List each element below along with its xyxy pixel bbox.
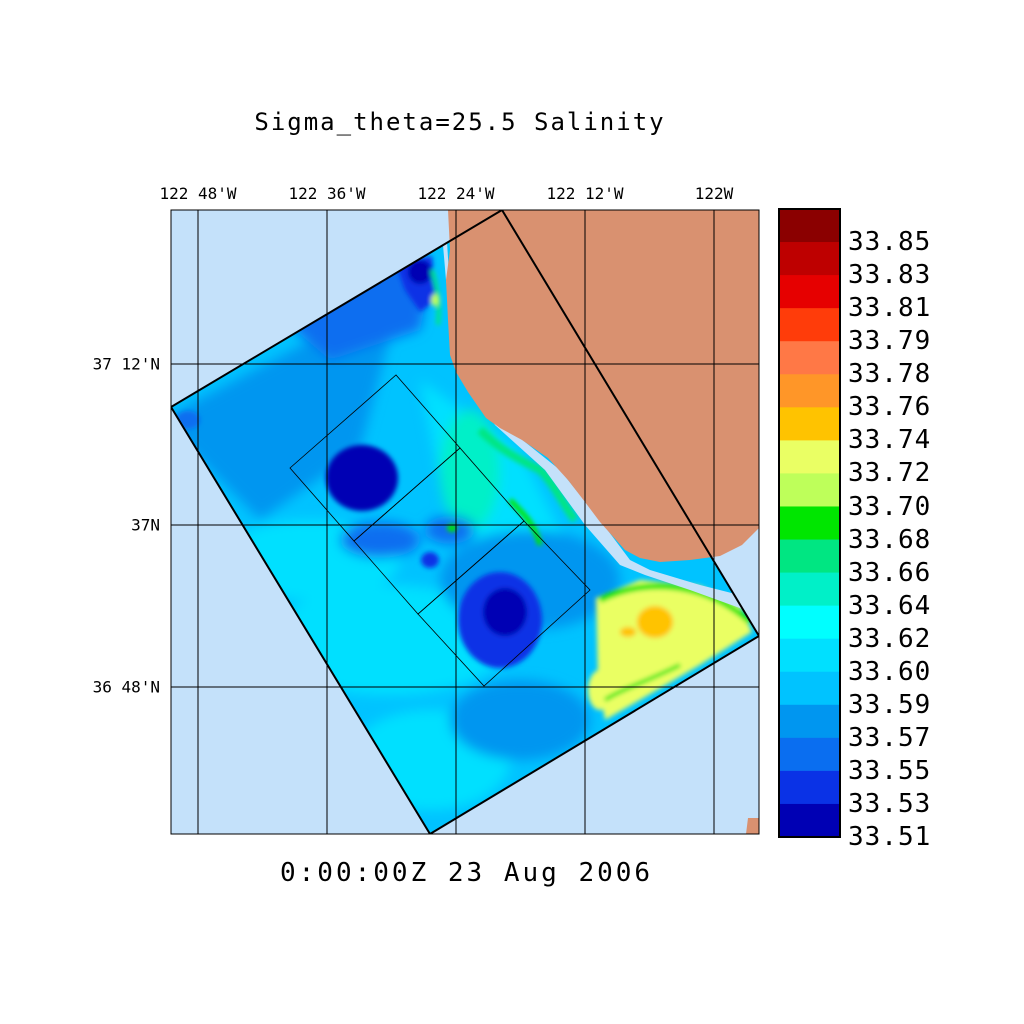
colorbar-swatch	[779, 407, 840, 441]
colorbar-label: 33.59	[848, 689, 932, 720]
colorbar-swatch	[779, 374, 840, 408]
colorbar-swatch	[779, 506, 840, 541]
lon-label-122-24w: 122 24'W	[417, 184, 495, 203]
lon-label-122-12w: 122 12'W	[546, 184, 624, 203]
lat-label-37n: 37N	[131, 515, 160, 535]
domain-outline	[171, 210, 759, 834]
colorbar-swatch	[779, 638, 840, 673]
colorbar-label: 33.70	[848, 491, 932, 522]
colorbar-swatch	[779, 539, 840, 574]
land-islet	[746, 818, 759, 834]
lat-label-37-12n: 37 12'N	[92, 354, 160, 374]
colorbar-swatch	[779, 341, 840, 375]
colorbar-label: 33.83	[848, 260, 932, 291]
map-frame	[170, 209, 760, 835]
colorbar-swatch	[779, 473, 840, 508]
map-timestamp: 0:00:00Z 23 Aug 2006	[280, 858, 654, 888]
colorbar-label: 33.85	[848, 227, 932, 258]
colorbar-label: 33.64	[848, 590, 932, 621]
colorbar-label: 33.79	[848, 326, 932, 357]
land-mass	[446, 210, 759, 562]
colorbar-label: 33.60	[848, 656, 932, 687]
survey-boxes	[289, 374, 591, 687]
colorbar-swatch	[779, 440, 840, 475]
colorbar-border	[778, 208, 841, 838]
colorbar-label: 33.62	[848, 623, 932, 654]
coastal-shelf	[440, 210, 759, 615]
lon-label-122-48w: 122 48'W	[159, 184, 237, 203]
colorbar-label: 33.53	[848, 788, 932, 819]
map-title: Sigma_theta=25.5 Salinity	[254, 108, 666, 136]
colorbar-swatch	[779, 605, 840, 640]
colorbar-label: 33.78	[848, 359, 932, 390]
colorbar-label: 33.55	[848, 755, 932, 786]
colorbar-swatch	[779, 671, 840, 706]
colorbar-swatch	[779, 275, 840, 309]
colorbar-swatch	[779, 209, 840, 243]
colorbar-swatch	[779, 803, 840, 838]
colorbar-swatch	[779, 704, 840, 739]
colorbar-label: 33.66	[848, 557, 932, 588]
colorbar-label: 33.72	[848, 458, 932, 489]
lat-label-36-48n: 36 48'N	[92, 677, 160, 697]
colorbar-swatch	[779, 737, 840, 772]
colorbar-label: 33.74	[848, 425, 932, 456]
colorbar-swatch	[779, 770, 840, 805]
colorbar-label: 33.57	[848, 722, 932, 753]
colorbar	[779, 209, 840, 838]
colorbar-swatch	[779, 308, 840, 342]
colorbar-swatch	[779, 242, 840, 276]
colorbar-label: 33.51	[848, 822, 932, 852]
colorbar-swatch	[779, 572, 840, 607]
colorbar-label: 33.68	[848, 524, 932, 555]
colorbar-label: 33.81	[848, 293, 932, 324]
lon-label-122-36w: 122 36'W	[288, 184, 366, 203]
lon-label-122w: 122W	[694, 184, 734, 203]
colorbar-label: 33.76	[848, 392, 932, 423]
